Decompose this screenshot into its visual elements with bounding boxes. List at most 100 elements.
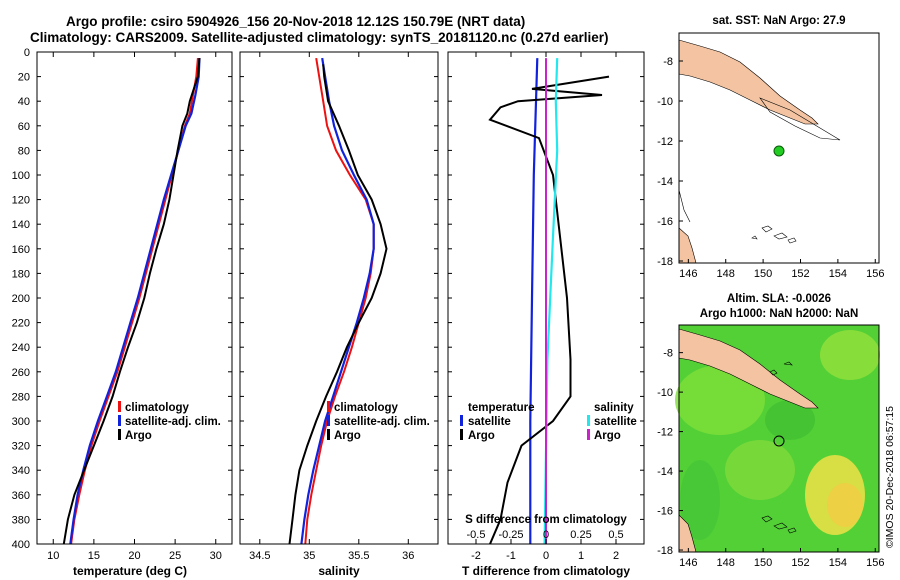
sst-map: sat. SST: NaN Argo: 27.9 146 148 150 152 154… [657,15,884,280]
legend-salinity-argo: Argo [594,430,621,442]
legend-temperature-argo: Argo [468,430,495,442]
s-difference-tick-label: -0.5 [467,529,486,541]
temperature-panel: 10 15 20 25 30 0 20 40 60 80 100 120 140 160 180 200 22… [12,47,233,578]
sla-map-lon-tick-label: 156 [866,557,884,569]
depth-tick-label: 400 [12,539,30,551]
temperature-legend: climatology satellite-adj. clim. Argo [118,401,221,442]
depth-tick-label: 60 [18,121,30,133]
sla-map-lon-tick-label: 148 [717,557,735,569]
sst-map-reef-outline [678,97,841,223]
sst-map-title: sat. SST: NaN Argo: 27.9 [712,15,845,27]
title-line-2: Climatology: CARS2009. Satellite-adjuste… [30,30,608,45]
sla-map-lat-tick-label: -10 [657,387,673,399]
depth-tick-label: 380 [12,514,30,526]
difference-legend: temperature satellite Argo salinity sate… [460,402,637,442]
salinity-legend-climatology: climatology [334,402,399,414]
sst-map-islands [751,225,797,244]
sst-map-lon-tick-label: 154 [829,268,847,280]
temperature-legend-argo: Argo [125,430,152,442]
sst-map-lon-tick-label: 148 [717,268,735,280]
salinity-xtick-label: 36 [402,550,414,562]
s-difference-tick-label: 0.25 [570,529,591,541]
temperature-series-argo [62,58,201,545]
sst-map-lat-tick-label: -18 [657,256,673,268]
depth-tick-label: 100 [12,170,30,182]
depth-tick-label: 360 [12,490,30,502]
sla-map-islands [761,361,797,534]
depth-tick-label: 300 [12,416,30,428]
depth-tick-label: 280 [12,391,30,403]
footer-stamp: ©IMOS 20-Dec-2018 06:57:15 [884,406,896,548]
depth-tick-label: 320 [12,441,30,453]
temperature-xtick-label: 15 [88,550,100,562]
temperature-xtick-label: 20 [128,550,140,562]
depth-tick-label: 240 [12,342,30,354]
depth-tick-label: 260 [12,367,30,379]
temperature-xtick-label: 10 [47,550,59,562]
legend-temperature-title: temperature [468,402,534,414]
s-difference-label: S difference from climatology [465,514,627,526]
salinity-panel: 34.5 35 35.5 36 salinity climatology satell… [239,51,439,578]
depth-tick-label: 20 [18,72,30,84]
sla-map-title-line-1: Altim. SLA: -0.0026 [727,293,831,305]
sla-map-lat-tick-label: -12 [657,427,673,439]
salinity-series-argo [288,64,388,545]
sst-map-lon-tick-label: 150 [754,268,772,280]
legend-salinity-title: salinity [594,402,634,414]
temperature-xlabel: temperature (deg C) [73,564,187,578]
sla-map-lon-tick-label: 154 [829,557,847,569]
salinity-xtick-label: 35.5 [348,550,369,562]
sla-map-title-line-2: Argo h1000: NaN h2000: NaN [700,308,859,320]
salinity-xtick-label: 35 [303,550,315,562]
sst-map-land-png [678,39,819,125]
sla-map-lat-tick-label: -18 [657,545,673,557]
temperature-legend-satellite: satellite-adj. clim. [125,416,221,428]
depth-tick-label: 120 [12,195,30,207]
depth-tick-label: 220 [12,318,30,330]
temperature-series-satellite-adj-clim- [69,58,201,545]
sst-map-float-marker [773,145,785,157]
salinity-xlabel: salinity [318,564,360,578]
depth-tick-label: 180 [12,268,30,280]
sla-map-lat-tick-label: -14 [657,466,673,478]
difference-xtick-label: 0 [543,550,549,562]
salinity-legend: climatology satellite-adj. clim. Argo [327,401,430,442]
sst-map-lat-tick-label: -16 [657,216,673,228]
difference-panel: -2 -1 0 1 2 -0.5 -0.25 0 0.25 0.5 S difference f… [447,51,645,578]
temperature-xtick-label: 30 [210,550,222,562]
depth-tick-label: 140 [12,219,30,231]
s-difference-tick-label: -0.25 [498,529,523,541]
sla-map-land-png [678,328,819,409]
sla-map-lat-tick-label: -16 [657,506,673,518]
sla-map-lon-tick-label: 150 [754,557,772,569]
sla-map: Altim. SLA: -0.0026 Argo h1000: NaN h200… [657,293,884,569]
salinity-legend-satellite: satellite-adj. clim. [334,416,430,428]
sst-map-lat-tick-label: -14 [657,176,673,188]
depth-tick-label: 80 [18,145,30,157]
salinity-xtick-label: 34.5 [249,550,270,562]
s-difference-tick-label: 0.5 [608,529,623,541]
sla-map-lon-tick-label: 146 [679,557,697,569]
salinity-legend-argo: Argo [334,430,361,442]
difference-xlabel: T difference from climatology [462,564,630,578]
s-difference-tick-label: 0 [543,529,549,541]
sla-map-lat-tick-label: -8 [663,348,673,360]
depth-tick-label: 160 [12,244,30,256]
depth-tick-label: 40 [18,96,30,108]
difference-xtick-label: -2 [471,550,481,562]
depth-tick-label: 340 [12,465,30,477]
depth-tick-label: 200 [12,293,30,305]
sst-map-lon-tick-label: 152 [791,268,809,280]
difference-xtick-label: 1 [578,550,584,562]
sst-map-lon-tick-label: 156 [866,268,884,280]
legend-salinity-satellite: satellite [594,416,637,428]
difference-xtick-label: 2 [613,550,619,562]
temperature-xtick-label: 25 [169,550,181,562]
sst-map-lat-tick-label: -12 [657,136,673,148]
sst-map-lat-tick-label: -10 [657,96,673,108]
sla-map-lon-tick-label: 152 [791,557,809,569]
sst-map-lat-tick-label: -8 [663,56,673,68]
sst-map-lon-tick-label: 146 [679,268,697,280]
temperature-legend-climatology: climatology [125,402,190,414]
